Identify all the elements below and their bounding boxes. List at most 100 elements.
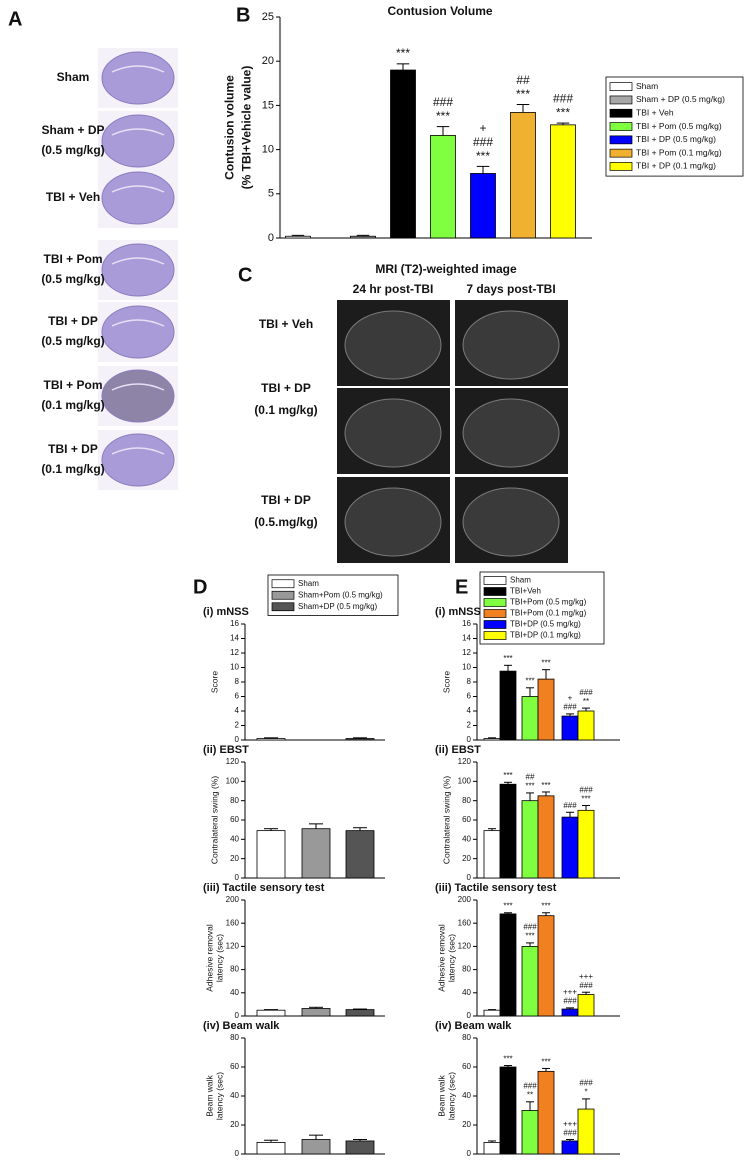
y-tick-label: 60 — [462, 1062, 471, 1071]
y-axis-label: Contralateral swing (%) — [209, 776, 219, 865]
legend-label: TBI+Pom (0.5 mg/kg) — [510, 598, 587, 607]
row-label: (0.1 mg/kg) — [254, 403, 317, 417]
slice-label: (0.1 mg/kg) — [41, 398, 104, 412]
y-tick-label: 40 — [230, 834, 239, 843]
y-tick-label: 10 — [230, 663, 239, 672]
legend-swatch — [483, 620, 507, 629]
panel-letter: B — [236, 4, 250, 26]
mri-brain — [462, 398, 560, 468]
legend-label: Sham — [636, 81, 658, 91]
bar — [345, 1140, 375, 1155]
bar — [301, 1008, 331, 1017]
bar — [483, 1009, 501, 1017]
y-axis-label: latency (sec) — [446, 934, 456, 982]
slice-label: Sham + DP — [41, 123, 104, 137]
y-tick-label: 14 — [462, 634, 471, 643]
legend-swatch — [271, 579, 295, 589]
y-tick-label: 40 — [230, 988, 239, 997]
brain-detail — [111, 257, 165, 265]
chart-title: Contusion Volume — [387, 4, 492, 18]
subchart-title: (iv) Beam walk — [435, 1020, 512, 1032]
legend-label: TBI+DP (0.5 mg/kg) — [510, 620, 581, 629]
bar — [390, 69, 416, 239]
slice-label: (0.5 mg/kg) — [41, 272, 104, 286]
brain-slice — [101, 51, 175, 105]
significance-label: ** — [583, 697, 589, 706]
panel-letter: C — [238, 264, 252, 286]
y-tick-label: 8 — [467, 677, 472, 686]
bar — [301, 1139, 331, 1155]
significance-label: ## — [516, 73, 530, 87]
y-axis-label: Score — [441, 671, 451, 693]
slice-label: TBI + Pom — [43, 378, 102, 392]
slice-label: (0.5 mg/kg) — [41, 143, 104, 157]
legend-swatch — [609, 82, 633, 92]
significance-label: *** — [541, 902, 550, 911]
y-tick-label: 40 — [462, 1091, 471, 1100]
subchart-title: (ii) EBST — [203, 744, 249, 756]
y-tick-label: 10 — [462, 663, 471, 672]
legend-label: Sham — [298, 579, 319, 588]
legend-label: TBI+DP (0.1 mg/kg) — [510, 631, 581, 640]
significance-label: * — [584, 1088, 587, 1097]
legend-swatch — [609, 95, 633, 105]
legend-swatch — [483, 587, 507, 596]
y-tick-label: 4 — [467, 706, 472, 715]
significance-label: *** — [436, 109, 450, 123]
y-axis-label: Contralateral swing (%) — [441, 776, 451, 865]
y-tick-label: 80 — [230, 1033, 239, 1042]
row-label: TBI + Veh — [259, 317, 313, 331]
bar — [550, 124, 576, 239]
significance-label: *** — [503, 902, 512, 911]
brain-detail — [111, 65, 165, 73]
y-tick-label: 60 — [230, 1062, 239, 1071]
bar — [577, 809, 595, 879]
bar — [499, 1066, 517, 1155]
mri-brain — [462, 310, 560, 380]
bar — [537, 795, 555, 879]
y-tick-label: 16 — [462, 619, 471, 628]
y-tick-label: 2 — [467, 721, 472, 730]
y-tick-label: 0 — [467, 735, 472, 744]
y-axis-label: Beam walk — [436, 1074, 446, 1116]
significance-label: *** — [476, 149, 490, 163]
brain-slice — [101, 369, 175, 423]
y-tick-label: 6 — [467, 692, 472, 701]
significance-label: *** — [525, 782, 534, 791]
slice-label: (0.1 mg/kg) — [41, 462, 104, 476]
y-tick-label: 20 — [230, 1120, 239, 1129]
bar — [256, 1142, 286, 1155]
bar — [577, 1108, 595, 1155]
brain-slice — [101, 433, 175, 487]
bar — [345, 738, 375, 741]
bar — [521, 1110, 539, 1155]
significance-label: ### — [579, 785, 593, 794]
legend-swatch — [483, 631, 507, 640]
y-tick-label: 60 — [230, 815, 239, 824]
significance-label: *** — [503, 771, 512, 780]
panel-letter: D — [193, 576, 207, 598]
bar — [499, 783, 517, 879]
y-tick-label: 120 — [458, 757, 472, 766]
bar — [470, 173, 496, 239]
significance-label: ### — [553, 91, 573, 105]
slice-label: TBI + DP — [48, 442, 98, 456]
y-tick-label: 80 — [230, 796, 239, 805]
legend-label: Sham — [510, 576, 531, 585]
significance-label: *** — [525, 932, 534, 941]
bar — [521, 696, 539, 741]
significance-label: +++ — [563, 988, 577, 997]
significance-label: ### — [579, 981, 593, 990]
legend-label: TBI + DP (0.1 mg/kg) — [636, 161, 716, 171]
bar — [537, 915, 555, 1017]
y-tick-label: 0 — [235, 735, 240, 744]
y-tick-label: 0 — [235, 873, 240, 882]
bar — [537, 678, 555, 741]
bar — [561, 816, 579, 879]
significance-label: ## — [526, 773, 535, 782]
significance-label: *** — [396, 46, 410, 60]
bar — [430, 135, 456, 239]
y-tick-label: 20 — [262, 55, 274, 67]
legend-swatch — [609, 148, 633, 158]
brain-detail — [111, 383, 165, 391]
